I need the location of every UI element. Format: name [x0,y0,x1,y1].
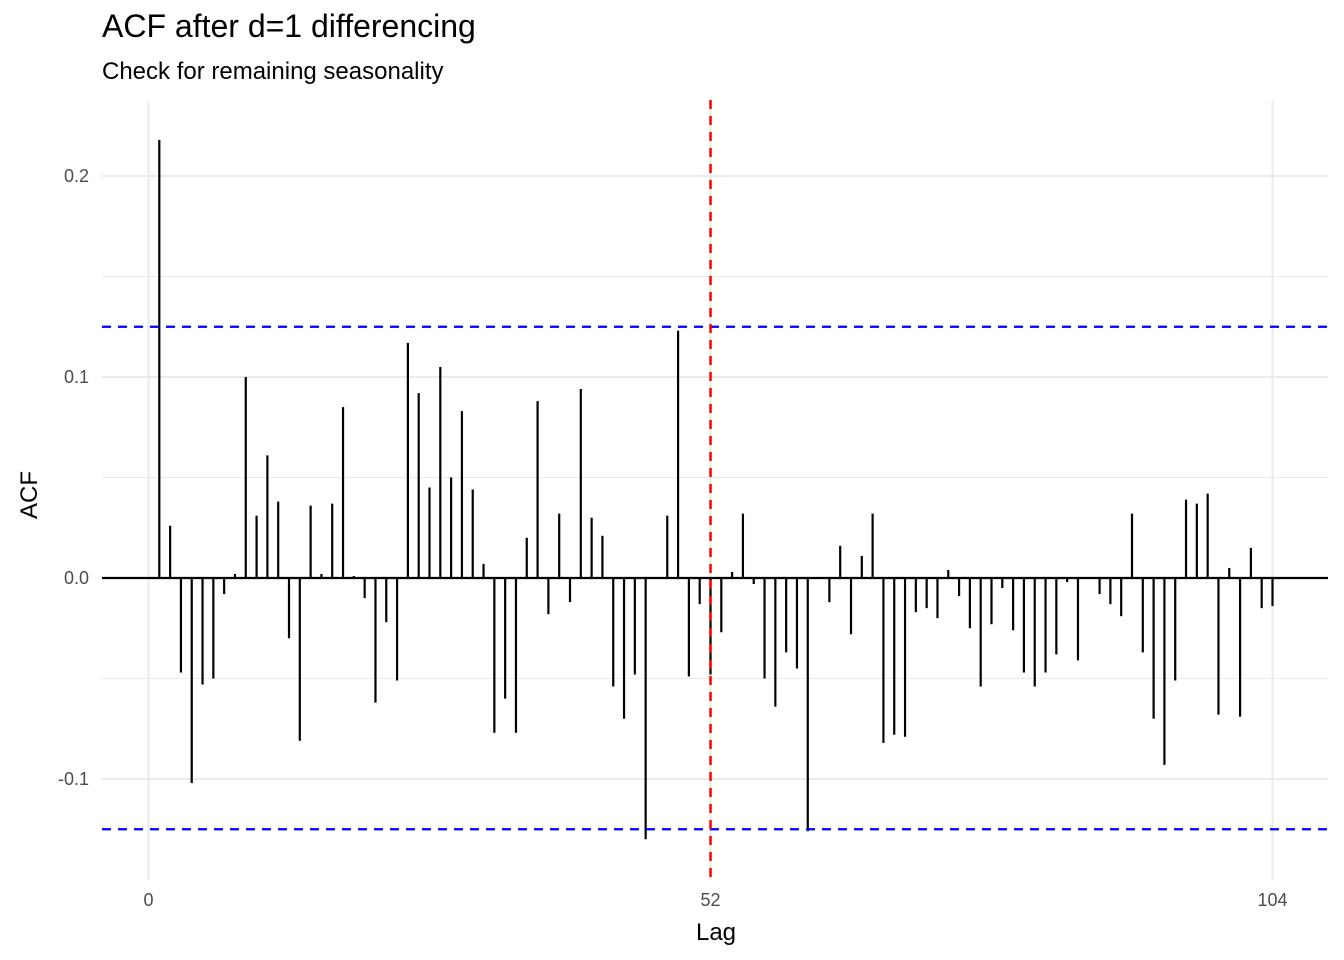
grid [102,100,1328,880]
y-tick-label: 0.0 [64,568,89,588]
y-tick-label: -0.1 [58,769,89,789]
x-tick-label: 104 [1257,890,1287,910]
y-axis-label: ACF [16,471,43,519]
y-tick-label: 0.1 [64,367,89,387]
x-axis-ticks: 0 52 104 [143,890,1287,910]
y-axis-ticks: -0.1 0.0 0.1 0.2 [58,166,89,789]
reference-lines [102,100,1328,880]
x-tick-label: 0 [143,890,153,910]
x-tick-label: 52 [700,890,720,910]
acf-bars [158,139,1274,840]
y-tick-label: 0.2 [64,166,89,186]
chart-title: ACF after d=1 differencing [102,8,476,44]
chart-subtitle: Check for remaining seasonality [102,58,444,85]
x-axis-label: Lag [696,919,736,946]
